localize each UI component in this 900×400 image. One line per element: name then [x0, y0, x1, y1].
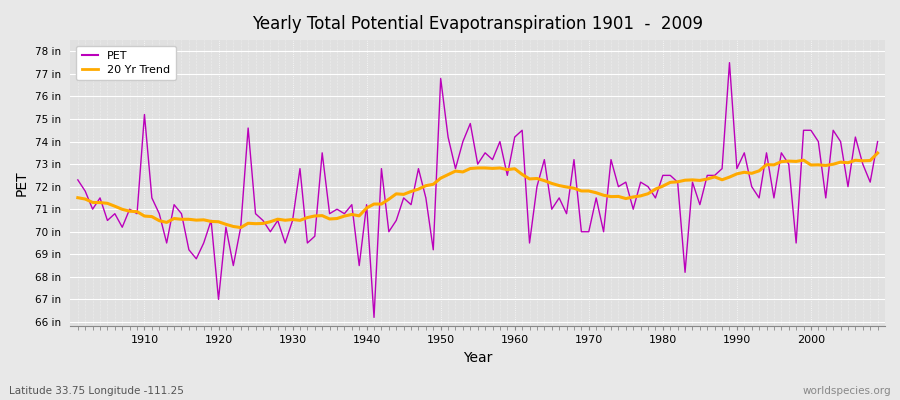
20 Yr Trend — [235, 225, 246, 230]
Text: Latitude 33.75 Longitude -111.25: Latitude 33.75 Longitude -111.25 — [9, 386, 184, 396]
PET — [339, 211, 350, 216]
PET — [131, 211, 142, 216]
20 Yr Trend — [517, 172, 527, 177]
PET — [724, 60, 735, 65]
Legend: PET, 20 Yr Trend: PET, 20 Yr Trend — [76, 46, 176, 80]
PET — [517, 128, 527, 133]
PET — [509, 135, 520, 140]
20 Yr Trend — [872, 151, 883, 156]
Line: 20 Yr Trend: 20 Yr Trend — [77, 153, 878, 228]
PET — [294, 166, 305, 171]
20 Yr Trend — [606, 194, 616, 199]
Y-axis label: PET: PET — [15, 170, 29, 196]
20 Yr Trend — [72, 195, 83, 200]
PET — [872, 139, 883, 144]
Line: PET: PET — [77, 63, 878, 317]
X-axis label: Year: Year — [463, 351, 492, 365]
PET — [606, 157, 616, 162]
20 Yr Trend — [346, 212, 357, 217]
20 Yr Trend — [131, 209, 142, 214]
Text: worldspecies.org: worldspecies.org — [803, 386, 891, 396]
Title: Yearly Total Potential Evapotranspiration 1901  -  2009: Yearly Total Potential Evapotranspiratio… — [252, 15, 703, 33]
20 Yr Trend — [302, 215, 313, 220]
PET — [72, 178, 83, 182]
20 Yr Trend — [509, 166, 520, 171]
PET — [369, 315, 380, 320]
